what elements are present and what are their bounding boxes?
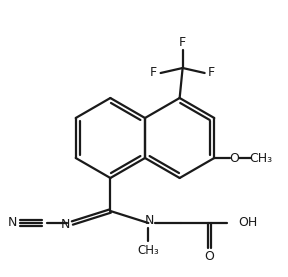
- Text: OH: OH: [238, 217, 257, 230]
- Text: O: O: [204, 250, 214, 263]
- Text: N: N: [61, 219, 70, 232]
- Text: F: F: [208, 66, 215, 79]
- Text: O: O: [229, 152, 239, 165]
- Text: F: F: [150, 66, 157, 79]
- Text: CH₃: CH₃: [137, 243, 159, 257]
- Text: CH₃: CH₃: [250, 152, 273, 165]
- Text: N: N: [145, 214, 154, 227]
- Text: N: N: [8, 217, 17, 230]
- Text: F: F: [179, 37, 186, 50]
